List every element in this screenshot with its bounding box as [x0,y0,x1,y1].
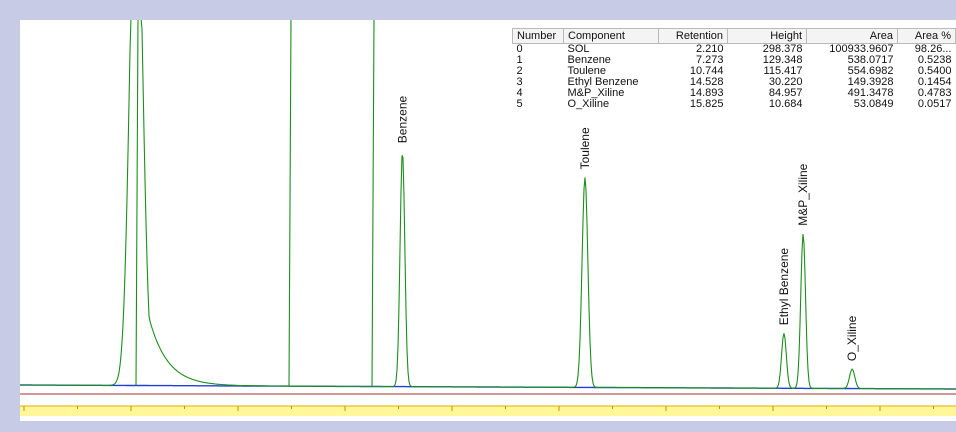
table-row: 4 M&P_Xiline 14.893 84.957 491.3478 0.47… [513,88,956,99]
row-height: 30.220 [768,76,803,88]
row-number: 4 [516,87,523,99]
table-row: 1 Benzene 7.273 129.348 538.0717 0.5238 [513,55,956,66]
row-area: 554.6982 [847,65,894,77]
row-component: O_Xiline [567,98,610,110]
row-component: Ethyl Benzene [567,76,639,88]
row-area: 100933.9607 [829,43,894,55]
row-height: 84.957 [768,87,803,99]
chromatogram-plot-area: Benzene Toulene Ethyl Benzene M&P_Xiline O_X… [20,20,956,421]
peak-labels: Benzene Toulene Ethyl Benzene M&P_Xiline O_X… [395,96,859,362]
row-number: 1 [516,54,523,66]
row-number: 2 [516,65,523,77]
time-axis-band [20,406,956,416]
peak-table-header-row: Number Component Retention Height Area A… [512,28,956,44]
table-row: 0 SOL 2.210 298.378 100933.9607 98.26... [513,44,956,56]
peak-label: M&P_Xiline [796,163,810,225]
row-height: 115.417 [763,65,803,77]
peak-table: Number Component Retention Height Area A… [512,28,956,110]
row-height: 10.684 [768,98,803,110]
row-component: SOL [567,43,590,55]
row-retention: 10.744 [689,65,724,77]
table-row: 2 Toulene 10.744 115.417 554.6982 0.5400 [513,66,956,77]
row-area-percent: 98.26... [914,43,952,55]
row-retention: 15.825 [689,98,724,110]
header-retention: Retention [658,28,728,44]
peak-label: Ethyl Benzene [777,248,791,326]
row-area: 538.0717 [847,54,894,66]
row-retention: 14.893 [689,87,724,99]
row-area: 149.3928 [847,76,894,88]
row-retention: 2.210 [695,43,724,55]
row-retention: 7.273 [695,54,724,66]
row-height: 298.378 [762,43,803,55]
row-number: 3 [516,76,523,88]
header-area: Area [806,28,898,44]
table-row: 3 Ethyl Benzene 14.528 30.220 149.3928 0… [513,77,956,88]
row-component: M&P_Xiline [567,87,625,99]
row-area: 491.3478 [847,87,894,99]
row-number: 0 [516,43,523,55]
row-area-percent: 0.5238 [917,54,952,66]
time-axis-ticks [23,406,934,411]
peak-label: Benzene [395,96,409,144]
peak-label: Toulene [578,127,592,169]
row-area-percent: 0.4783 [917,87,952,99]
header-height: Height [727,28,807,44]
row-number: 5 [516,98,523,110]
row-area-percent: 0.0517 [917,98,952,110]
row-retention: 14.528 [689,76,724,88]
header-number: Number [512,28,564,44]
table-row: 5 O_Xiline 15.825 10.684 53.0849 0.0517 [513,99,956,110]
header-component: Component [563,28,659,44]
row-height: 129.348 [762,54,803,66]
peak-label: O_Xiline [845,315,859,361]
signal-trace [20,20,956,390]
row-area-percent: 0.5400 [917,65,952,77]
row-area-percent: 0.1454 [917,76,952,88]
row-component: Toulene [567,65,607,77]
row-area: 53.0849 [853,98,894,110]
header-area-percent: Area % [897,28,956,44]
row-component: Benzene [567,54,611,66]
